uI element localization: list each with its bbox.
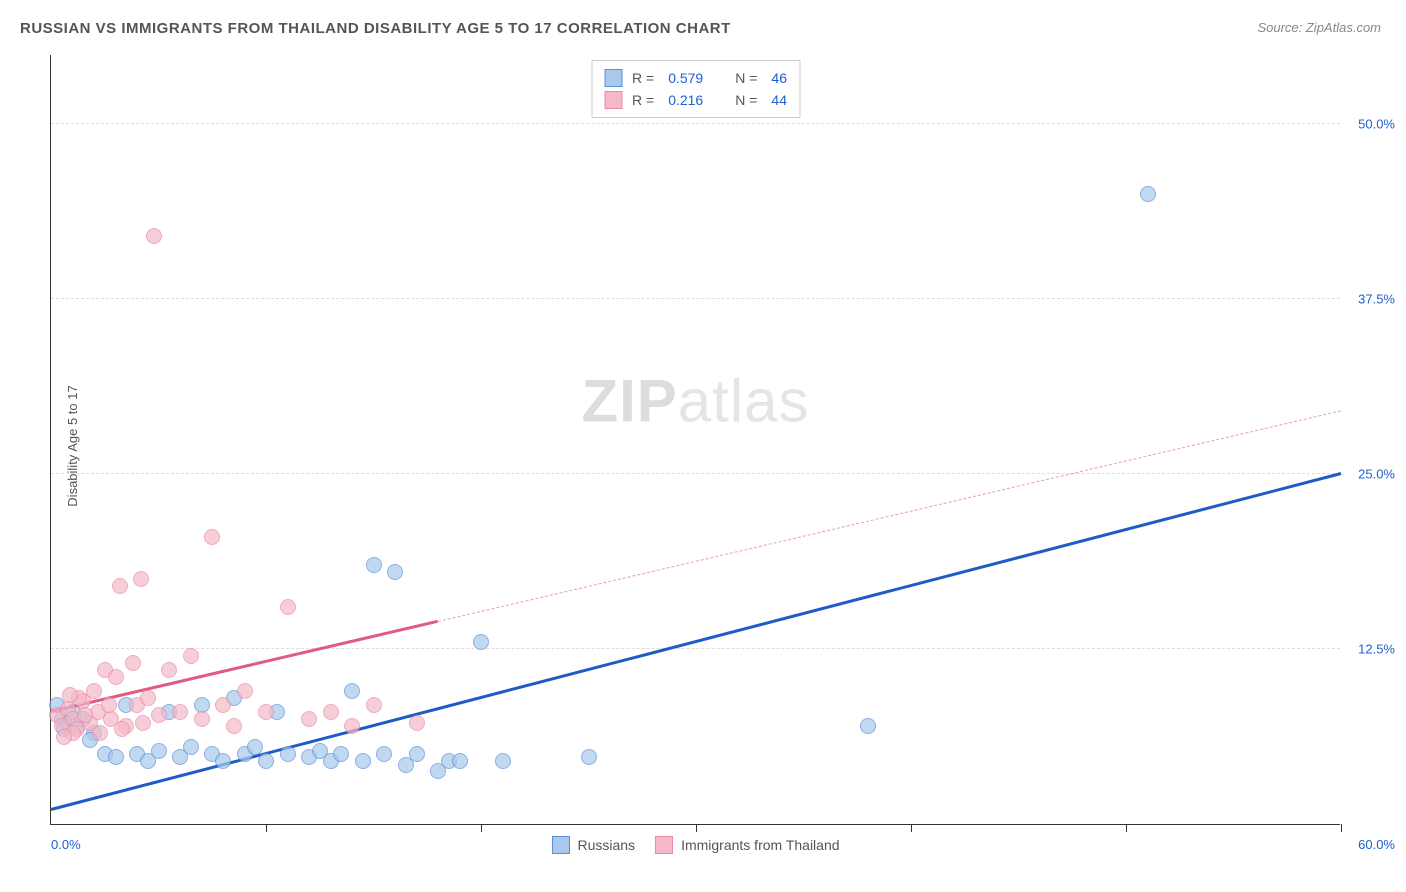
x-tick (1126, 824, 1127, 832)
data-point (333, 746, 349, 762)
stat-n-label: N = (735, 92, 757, 108)
data-point (140, 690, 156, 706)
stat-r-value: 0.216 (668, 92, 703, 108)
gridline-horizontal (51, 298, 1340, 299)
legend-swatch (604, 69, 622, 87)
data-point (92, 725, 108, 741)
y-tick-label: 50.0% (1358, 117, 1395, 132)
data-point (56, 729, 72, 745)
data-point (280, 746, 296, 762)
gridline-horizontal (51, 123, 1340, 124)
stats-row: R = 0.216 N = 44 (604, 89, 787, 111)
gridline-horizontal (51, 648, 1340, 649)
data-point (77, 707, 93, 723)
data-point (366, 557, 382, 573)
x-tick (481, 824, 482, 832)
data-point (215, 697, 231, 713)
data-point (62, 687, 78, 703)
chart-title: RUSSIAN VS IMMIGRANTS FROM THAILAND DISA… (20, 20, 731, 37)
data-point (112, 578, 128, 594)
data-point (1140, 186, 1156, 202)
data-point (135, 715, 151, 731)
stat-n-value: 44 (771, 92, 787, 108)
data-point (183, 648, 199, 664)
x-min-label: 0.0% (51, 837, 81, 852)
data-point (101, 697, 117, 713)
stats-row: R = 0.579 N = 46 (604, 67, 787, 89)
x-tick (266, 824, 267, 832)
data-point (409, 715, 425, 731)
x-tick (1341, 824, 1342, 832)
data-point (86, 683, 102, 699)
data-point (376, 746, 392, 762)
legend-swatch (655, 836, 673, 854)
x-tick (696, 824, 697, 832)
watermark-thin: atlas (678, 368, 810, 435)
data-point (387, 564, 403, 580)
data-point (258, 704, 274, 720)
data-point (452, 753, 468, 769)
y-tick-label: 37.5% (1358, 292, 1395, 307)
y-tick-label: 12.5% (1358, 642, 1395, 657)
data-point (366, 697, 382, 713)
data-point (355, 753, 371, 769)
data-point (146, 228, 162, 244)
stat-n-label: N = (735, 70, 757, 86)
data-point (172, 704, 188, 720)
x-tick (911, 824, 912, 832)
stat-r-label: R = (632, 70, 654, 86)
legend-item: Immigrants from Thailand (655, 836, 839, 854)
data-point (473, 634, 489, 650)
gridline-horizontal (51, 473, 1340, 474)
y-tick-label: 25.0% (1358, 467, 1395, 482)
data-point (151, 707, 167, 723)
data-point (323, 704, 339, 720)
data-point (581, 749, 597, 765)
source-attribution: Source: ZipAtlas.com (1257, 20, 1381, 35)
data-point (108, 749, 124, 765)
data-point (114, 721, 130, 737)
data-point (280, 599, 296, 615)
plot-area: ZIPatlas R =0.579N =46R =0.216N =44 Russ… (50, 55, 1340, 825)
data-point (226, 718, 242, 734)
data-point (125, 655, 141, 671)
data-point (247, 739, 263, 755)
watermark: ZIPatlas (581, 367, 809, 436)
stat-r-value: 0.579 (668, 70, 703, 86)
data-point (194, 711, 210, 727)
legend-label: Russians (577, 837, 635, 853)
legend-swatch (551, 836, 569, 854)
data-point (258, 753, 274, 769)
data-point (204, 529, 220, 545)
stat-n-value: 46 (771, 70, 787, 86)
bottom-legend: Russians Immigrants from Thailand (551, 836, 839, 854)
data-point (409, 746, 425, 762)
legend-label: Immigrants from Thailand (681, 837, 839, 853)
data-point (161, 662, 177, 678)
stat-r-label: R = (632, 92, 654, 108)
data-point (133, 571, 149, 587)
data-point (495, 753, 511, 769)
x-max-label: 60.0% (1358, 837, 1395, 852)
data-point (108, 669, 124, 685)
data-point (215, 753, 231, 769)
data-point (344, 718, 360, 734)
stats-legend-box: R = 0.579 N = 46 R = 0.216 N = 44 (591, 60, 800, 118)
data-point (860, 718, 876, 734)
data-point (183, 739, 199, 755)
data-point (301, 711, 317, 727)
watermark-bold: ZIP (581, 368, 677, 435)
data-point (344, 683, 360, 699)
data-point (237, 683, 253, 699)
data-point (151, 743, 167, 759)
legend-swatch (604, 91, 622, 109)
legend-item: Russians (551, 836, 635, 854)
